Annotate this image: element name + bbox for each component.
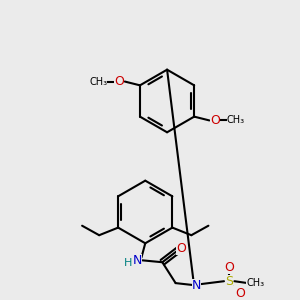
Text: O: O <box>114 75 124 88</box>
Text: S: S <box>225 275 233 288</box>
Text: O: O <box>235 287 245 300</box>
Text: CH₃: CH₃ <box>89 76 107 86</box>
Text: N: N <box>133 254 142 267</box>
Text: O: O <box>210 114 220 127</box>
Text: O: O <box>224 261 234 274</box>
Text: H: H <box>124 258 132 268</box>
Text: N: N <box>192 278 201 292</box>
Text: CH₃: CH₃ <box>227 116 245 125</box>
Text: O: O <box>176 242 186 254</box>
Text: CH₃: CH₃ <box>246 278 264 288</box>
